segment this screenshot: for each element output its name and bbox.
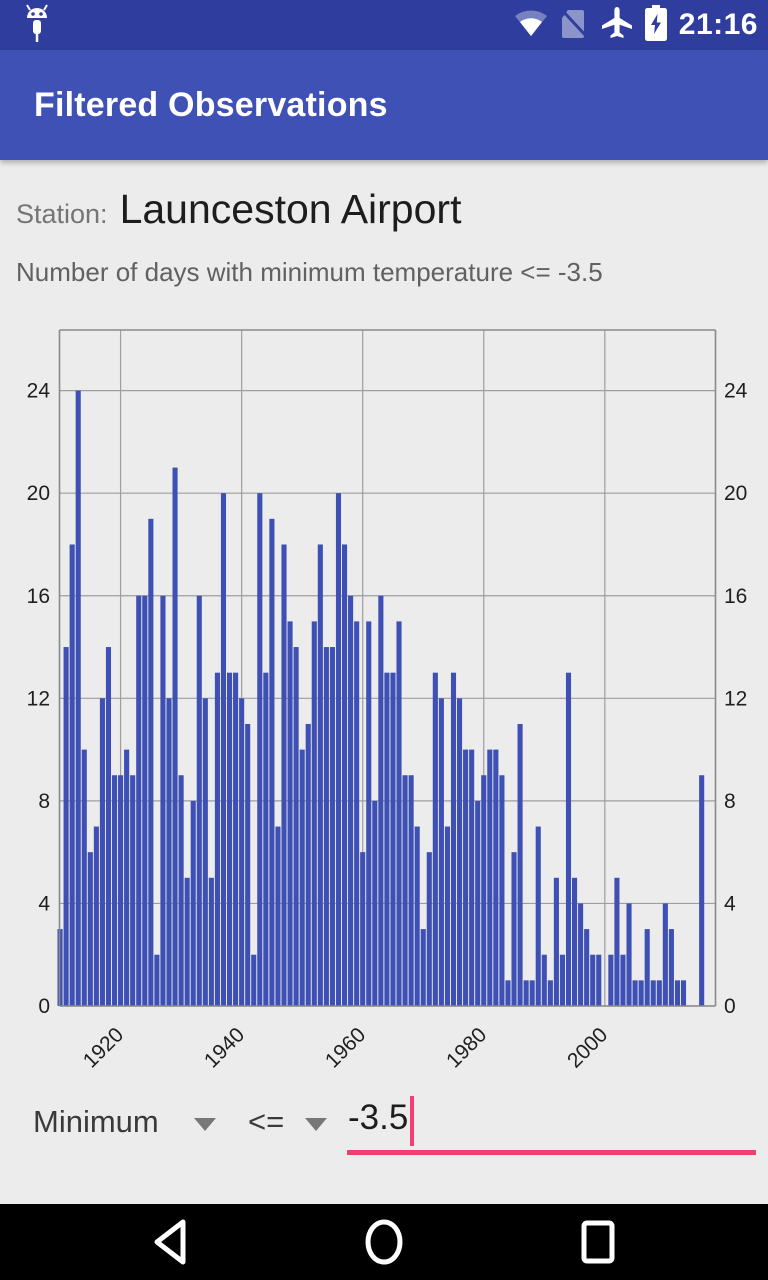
navigation-bar: [0, 1204, 768, 1280]
svg-text:1920: 1920: [79, 1023, 128, 1072]
text-cursor: [410, 1096, 414, 1146]
wifi-icon: [513, 8, 549, 43]
back-button[interactable]: [140, 1212, 200, 1272]
status-clock: 21:16: [678, 8, 758, 41]
home-button[interactable]: [354, 1212, 414, 1272]
svg-text:12: 12: [27, 687, 50, 710]
svg-text:20: 20: [27, 482, 50, 505]
svg-text:20: 20: [724, 482, 747, 505]
svg-text:24: 24: [724, 380, 748, 403]
input-underline: [347, 1150, 756, 1155]
app-bar: Filtered Observations: [0, 50, 768, 160]
android-debug-icon: [20, 4, 54, 51]
operator-spinner[interactable]: <=: [248, 1104, 285, 1139]
svg-text:24: 24: [27, 380, 51, 403]
filter-controls: Minimum <= -3.5: [0, 1096, 768, 1166]
operator-spinner-arrow-icon[interactable]: [305, 1118, 327, 1131]
threshold-input[interactable]: -3.5: [348, 1098, 409, 1137]
no-sim-icon: [558, 6, 590, 45]
field-spinner[interactable]: Minimum: [33, 1104, 159, 1139]
svg-text:16: 16: [27, 585, 50, 608]
svg-text:2000: 2000: [563, 1023, 612, 1072]
svg-text:1940: 1940: [200, 1023, 249, 1072]
airplane-mode-icon: [599, 5, 635, 46]
page-title: Filtered Observations: [34, 85, 388, 124]
svg-text:12: 12: [724, 687, 747, 710]
recents-button[interactable]: [568, 1212, 628, 1272]
svg-text:8: 8: [38, 790, 50, 813]
svg-text:4: 4: [38, 892, 50, 915]
chart-subtitle: Number of days with minimum temperature …: [16, 257, 603, 287]
station-row: Station: Launceston Airport: [16, 186, 461, 233]
field-spinner-arrow-icon[interactable]: [194, 1118, 216, 1131]
svg-text:0: 0: [724, 995, 736, 1018]
battery-charging-icon: [644, 4, 668, 47]
svg-text:8: 8: [724, 790, 736, 813]
svg-text:1980: 1980: [442, 1023, 491, 1072]
station-name: Launceston Airport: [119, 186, 462, 232]
station-label: Station:: [16, 199, 108, 229]
svg-text:4: 4: [724, 892, 736, 915]
svg-text:0: 0: [38, 995, 50, 1018]
bar-chart: 0 0 4 4 8 8 12 12 16 16 20 20 24 24 1920 1940 1960 1980 20…: [0, 318, 768, 1080]
svg-text:1960: 1960: [321, 1023, 370, 1072]
status-bar: 21:16: [0, 0, 768, 50]
svg-text:16: 16: [724, 585, 747, 608]
